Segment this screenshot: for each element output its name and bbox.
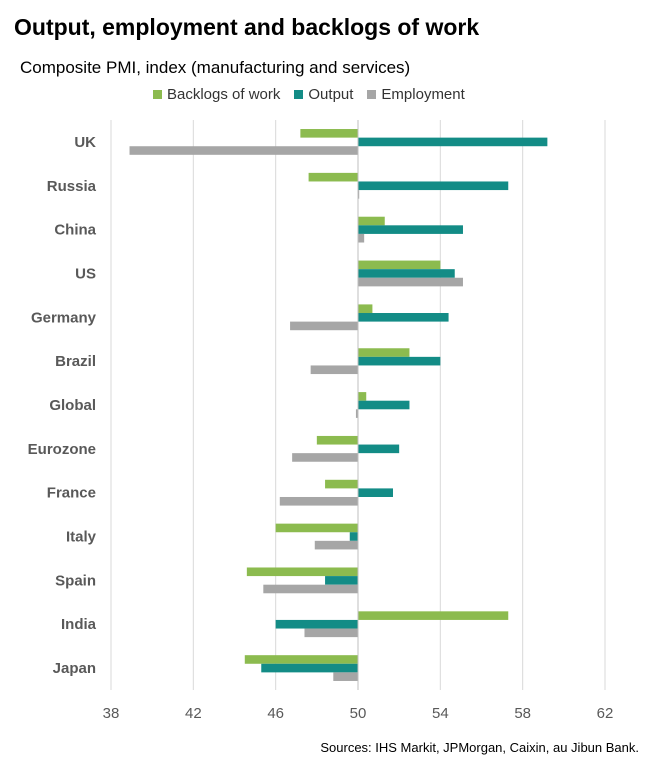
bar-employment (314, 540, 358, 550)
bar-output (358, 181, 509, 191)
bar-backlogs (244, 655, 358, 664)
bar-employment (358, 233, 365, 243)
category-label: India (61, 616, 97, 633)
category-label: Japan (53, 660, 96, 677)
legend-item-backlogs: Backlogs of work (153, 86, 280, 103)
bar-backlogs (358, 348, 410, 357)
x-tick-label: 54 (432, 705, 449, 722)
bar-output (358, 444, 400, 454)
bar-employment (279, 496, 358, 506)
legend-swatch-backlogs (153, 90, 162, 99)
legend-swatch-output (294, 90, 304, 99)
bar-output (358, 137, 548, 147)
x-tick-label: 50 (350, 705, 367, 722)
bar-backlogs (246, 567, 358, 577)
bar-employment (355, 409, 358, 418)
bar-backlogs (325, 479, 358, 489)
legend-label-employment: Employment (381, 86, 465, 103)
bar-backlogs (358, 304, 373, 314)
category-label: US (75, 265, 96, 282)
category-label: Brazil (55, 353, 96, 370)
category-label: Global (49, 397, 96, 414)
category-label: Eurozone (28, 441, 96, 458)
bar-employment (129, 146, 358, 155)
bar-employment (358, 190, 360, 199)
bar-output (358, 400, 410, 410)
bar-output (358, 225, 463, 234)
category-label: Russia (47, 178, 97, 195)
category-label: Germany (31, 309, 97, 326)
bar-output (358, 269, 455, 278)
bar-employment (304, 628, 358, 638)
category-label: UK (74, 134, 96, 151)
x-tick-label: 42 (185, 705, 202, 722)
bar-backlogs (358, 392, 367, 401)
bar-backlogs (316, 435, 358, 445)
bar-employment (358, 277, 463, 287)
bar-backlogs (358, 611, 509, 620)
category-label: Spain (55, 572, 96, 589)
bar-employment (263, 584, 358, 594)
legend-label-output: Output (308, 86, 354, 103)
category-label: China (54, 222, 96, 239)
x-tick-label: 62 (597, 705, 614, 722)
chart-subtitle: Composite PMI, index (manufacturing and … (20, 58, 411, 77)
bar-backlogs (308, 172, 358, 182)
bar-output (325, 576, 358, 585)
bar-employment (292, 453, 358, 462)
category-label: Italy (66, 529, 97, 546)
bar-backlogs (275, 523, 358, 533)
legend-item-employment: Employment (367, 86, 465, 103)
bar-employment (290, 321, 358, 331)
source-note: Sources: IHS Markit, JPMorgan, Caixin, a… (320, 740, 639, 755)
legend-swatch-employment (367, 90, 377, 99)
legend-label-backlogs: Backlogs of work (167, 86, 281, 103)
bar-employment (310, 365, 358, 375)
chart-legend: Backlogs of work Output Employment (153, 86, 465, 103)
legend-item-output: Output (294, 86, 353, 103)
chart-title: Output, employment and backlogs of work (14, 14, 480, 40)
bar-employment (333, 672, 358, 681)
bar-output (275, 619, 358, 629)
bar-output (349, 532, 358, 541)
category-label: France (47, 485, 96, 502)
bar-backlogs (358, 260, 441, 270)
bar-backlogs (358, 216, 385, 226)
x-tick-label: 58 (514, 705, 531, 722)
x-tick-label: 38 (103, 705, 120, 722)
bar-output (358, 356, 441, 366)
x-tick-label: 46 (267, 705, 284, 722)
bar-output (358, 488, 393, 497)
bar-output (358, 313, 449, 322)
bar-backlogs (300, 129, 358, 138)
bar-output (261, 663, 358, 673)
